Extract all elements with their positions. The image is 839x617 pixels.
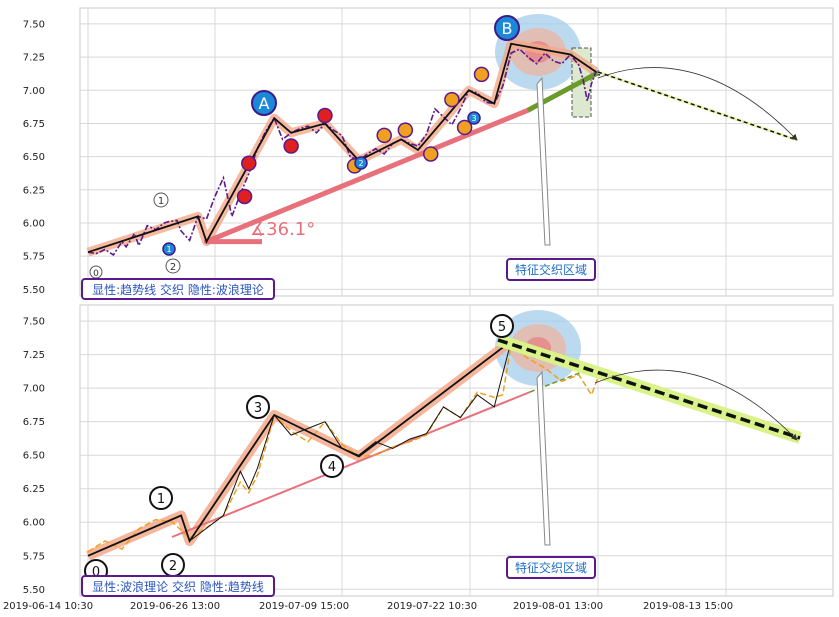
svg-text:特征交织区域: 特征交织区域: [515, 560, 587, 575]
svg-text:3: 3: [254, 401, 262, 416]
wave-path: [87, 340, 512, 557]
forecast-arc: [597, 67, 798, 141]
forecast-dash-line: [497, 338, 801, 440]
x-tick-label: 2019-06-26 13:00: [130, 601, 220, 612]
x-tick-label: 2019-07-22 10:30: [387, 601, 477, 612]
top-plot-frame: [79, 7, 834, 297]
x-tick-label: 2019-07-09 15:00: [259, 601, 349, 612]
top-panel: 5.50 5.75 6.00 6.25 6.50 6.75 7.00 7.25 7.50 ∡36…: [23, 7, 834, 300]
y-tick-label: 7.00: [23, 86, 45, 97]
y-tick-label: 6.75: [23, 119, 45, 130]
svg-text:4: 4: [328, 460, 336, 475]
y-tick-label: 6.25: [23, 484, 45, 495]
svg-text:1: 1: [157, 492, 165, 507]
wave-point-3: 3: [246, 395, 270, 419]
zone-label-box: 特征交织区域: [506, 556, 596, 579]
wave-marker-icon: [444, 91, 460, 108]
svg-text:B: B: [502, 19, 513, 38]
x-tick-label: 2019-06-14 10:30: [3, 601, 93, 612]
y-tick-label: 7.50: [23, 317, 45, 328]
y-tick-label: 5.50: [23, 285, 45, 296]
y-tick-label: 6.00: [23, 518, 45, 529]
wave-label-B: B: [494, 15, 520, 41]
y-tick-label: 6.50: [23, 451, 45, 462]
svg-text:5: 5: [498, 320, 506, 335]
svg-text:1: 1: [158, 196, 164, 207]
legend-box: 显性:趋势线 交织 隐性:波浪理论: [81, 278, 275, 300]
y-tick-label: 7.25: [23, 53, 45, 64]
price-line: [87, 48, 601, 257]
svg-text:0: 0: [93, 269, 99, 279]
top-wave-markers: [236, 66, 490, 205]
zone-pointer: [536, 76, 551, 246]
svg-text:A: A: [259, 94, 270, 113]
y-tick-label: 7.25: [23, 350, 45, 361]
svg-text:2: 2: [169, 559, 177, 574]
svg-text:2: 2: [358, 159, 363, 168]
angle-label: ∡36.1°: [250, 219, 315, 240]
wave-point-2: 2: [161, 553, 185, 577]
trend-line: [171, 391, 531, 538]
y-tick-label: 6.25: [23, 185, 45, 196]
wave-marker-icon: [241, 155, 257, 172]
svg-text:3: 3: [471, 114, 476, 123]
wave-marker-icon: [397, 122, 414, 138]
top-y-tick-labels: 5.50 5.75 6.00 6.25 6.50 6.75 7.00 7.25 7.50: [23, 19, 45, 295]
y-tick-label: 6.50: [23, 152, 45, 163]
bottom-plot-frame: [79, 304, 834, 597]
trend-line: [203, 107, 531, 245]
wave-point-1: 1: [149, 486, 173, 510]
wave-label-A: A: [251, 90, 277, 116]
svg-text:显性:波浪理论 交织 隐性:趋势线: 显性:波浪理论 交织 隐性:趋势线: [92, 579, 264, 594]
y-tick-label: 6.75: [23, 417, 45, 428]
y-tick-label: 7.00: [23, 384, 45, 395]
wave-marker-icon: [236, 188, 253, 205]
wave-label-blue-2: 2: [354, 156, 368, 170]
svg-text:显性:趋势线 交织 隐性:波浪理论: 显性:趋势线 交织 隐性:波浪理论: [92, 282, 264, 297]
y-tick-label: 6.00: [23, 219, 45, 230]
svg-text:0: 0: [92, 565, 100, 580]
svg-text:1: 1: [166, 245, 171, 254]
top-gridlines: [80, 8, 833, 296]
y-tick-label: 5.50: [23, 585, 45, 596]
y-tick-label: 5.75: [23, 252, 45, 263]
wave-marker-icon: [283, 138, 299, 154]
zone-label-box: 特征交织区域: [506, 258, 596, 281]
wave-marker-icon: [376, 127, 392, 144]
legend-box: 显性:波浪理论 交织 隐性:趋势线: [81, 575, 275, 597]
wave-label-1: 1: [153, 192, 169, 208]
forecast-arc: [594, 369, 798, 441]
svg-text:2: 2: [170, 262, 176, 273]
svg-text:特征交织区域: 特征交织区域: [515, 262, 587, 277]
wave-marker-icon: [422, 146, 439, 162]
wave-label-blue-3: 3: [467, 111, 481, 125]
wave-label-2: 2: [165, 258, 181, 274]
bottom-y-tick-labels: 5.50 5.75 6.00 6.25 6.50 6.75 7.00 7.25 7.50: [23, 317, 45, 596]
wave-marker-icon: [317, 107, 333, 124]
x-tick-label: 2019-08-01 13:00: [513, 601, 603, 612]
wave-marker-icon: [473, 66, 490, 83]
y-tick-label: 5.75: [23, 551, 45, 562]
bottom-panel: 5.505.756.006.256.506.757.007.257.50 201…: [3, 304, 834, 612]
wave-point-4: 4: [320, 454, 344, 478]
x-tick-label: 2019-08-13 15:00: [643, 601, 733, 612]
wave-path: [87, 42, 597, 254]
bottom-x-tick-labels: 2019-06-14 10:30 2019-06-26 13:00 2019-07-…: [3, 601, 733, 612]
zone-pointer: [536, 370, 551, 546]
y-tick-label: 7.50: [23, 19, 45, 30]
forecast-dash-line: [597, 71, 798, 141]
wave-point-5: 5: [490, 314, 514, 338]
wave-label-blue-1: 1: [162, 242, 176, 256]
wave-marker-icon: [456, 119, 473, 136]
